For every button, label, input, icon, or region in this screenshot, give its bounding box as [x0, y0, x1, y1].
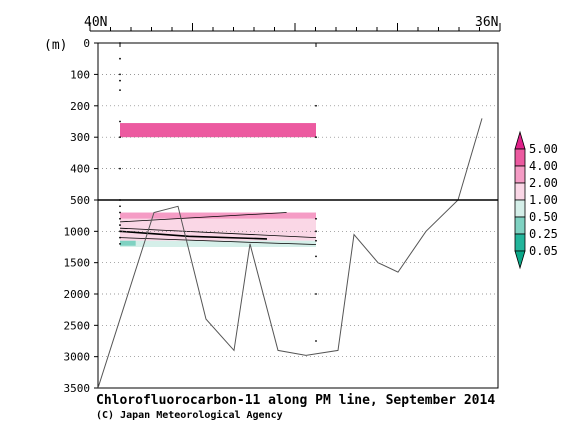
- y-tick-label: 3000: [64, 351, 91, 364]
- colorbar-level-label: 5.00: [529, 142, 558, 156]
- colorbar-cap-top: [514, 130, 526, 150]
- y-tick-label: 1000: [64, 225, 91, 238]
- y-tick-label: 300: [70, 131, 90, 144]
- sample-dot: [119, 57, 121, 60]
- y-tick-label: 2500: [64, 319, 91, 332]
- colorbar-level-label: 2.00: [529, 176, 558, 190]
- colorbar-cap-bottom: [514, 250, 526, 270]
- sample-dot: [119, 230, 121, 233]
- colorbar-level-label: 0.25: [529, 227, 558, 241]
- lat-label-right: 36N: [475, 15, 498, 30]
- colorbar-swatch: [514, 182, 526, 201]
- sample-dot: [315, 239, 317, 242]
- contour-line-4: [119, 237, 317, 245]
- credit-text: (C) Japan Meteorological Agency: [96, 409, 283, 421]
- y-tick-label: 0: [83, 37, 90, 50]
- colorbar-swatch: [514, 148, 526, 167]
- contour-line-3: [119, 230, 268, 240]
- sample-dot: [119, 224, 121, 226]
- cfc-band-lower-1: [120, 212, 316, 219]
- colorbar-swatch: [514, 216, 526, 235]
- cfc-patch-low: [120, 240, 136, 246]
- contour-line-2: [119, 227, 317, 238]
- cfc-band-upper: [120, 123, 316, 138]
- colorbar-swatch: [514, 199, 526, 218]
- colorbar-level-label: 1.00: [529, 193, 558, 207]
- sample-dot: [315, 104, 317, 107]
- sample-dot: [315, 230, 317, 233]
- colorbar-swatch: [514, 165, 526, 184]
- sample-dot: [119, 236, 121, 239]
- lat-label-left: 40N: [84, 15, 107, 30]
- sample-dot: [315, 293, 317, 295]
- bottom-topography-line: [97, 118, 483, 389]
- colorbar-level-label: 0.05: [529, 244, 558, 258]
- contour-line-1: [119, 212, 287, 223]
- sample-dot: [119, 242, 121, 245]
- sample-dot: [119, 89, 121, 91]
- colorbar-swatch: [514, 233, 526, 252]
- y-tick-label: 2000: [64, 288, 91, 301]
- sample-dot: [119, 211, 121, 214]
- sample-dot: [315, 217, 317, 220]
- sample-dot: [119, 205, 121, 208]
- sample-dot: [315, 340, 317, 342]
- y-unit-label: (m): [44, 38, 67, 53]
- sample-dot: [119, 217, 121, 220]
- y-tick-label: 500: [70, 194, 90, 207]
- y-tick-label: 200: [70, 100, 90, 113]
- sample-dot: [119, 73, 121, 76]
- sample-dot: [315, 136, 317, 139]
- y-tick-label: 3500: [64, 382, 91, 395]
- sample-dot: [119, 79, 121, 82]
- cfc-band-lower-3: [120, 240, 316, 247]
- y-tick-label: 1500: [64, 257, 91, 270]
- colorbar-level-label: 4.00: [529, 159, 558, 173]
- chart-title: Chlorofluorocarbon-11 along PM line, Sep…: [96, 393, 495, 408]
- colorbar-level-label: 0.50: [529, 210, 558, 224]
- sample-dot: [119, 136, 121, 139]
- sample-dot: [119, 167, 121, 170]
- sample-dot: [315, 255, 317, 258]
- y-tick-label: 100: [70, 68, 90, 81]
- y-tick-label: 400: [70, 163, 90, 176]
- sample-dot: [119, 120, 121, 123]
